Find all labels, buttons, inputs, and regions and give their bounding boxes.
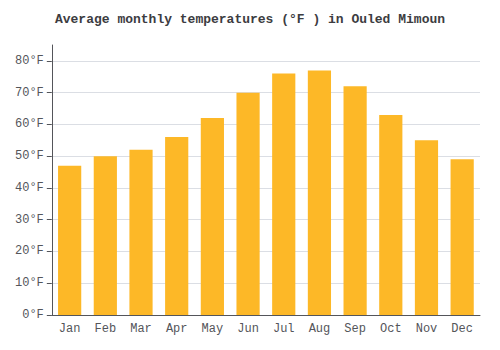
svg-text:80°F: 80°F xyxy=(15,54,44,68)
svg-text:Jun: Jun xyxy=(237,322,259,336)
svg-text:Nov: Nov xyxy=(416,322,438,336)
svg-text:Aug: Aug xyxy=(309,322,331,336)
svg-text:Mar: Mar xyxy=(130,322,152,336)
svg-text:70°F: 70°F xyxy=(15,86,44,100)
svg-text:Oct: Oct xyxy=(380,322,402,336)
svg-text:Feb: Feb xyxy=(95,322,117,336)
svg-text:Jan: Jan xyxy=(59,322,81,336)
svg-text:30°F: 30°F xyxy=(15,213,44,227)
svg-text:Apr: Apr xyxy=(166,322,188,336)
svg-text:10°F: 10°F xyxy=(15,276,44,290)
svg-text:40°F: 40°F xyxy=(15,181,44,195)
svg-text:20°F: 20°F xyxy=(15,244,44,258)
svg-text:Average monthly temperatures (: Average monthly temperatures (°F ) in Ou… xyxy=(55,12,445,27)
svg-text:Sep: Sep xyxy=(344,322,366,336)
svg-text:Jul: Jul xyxy=(273,322,295,336)
svg-text:50°F: 50°F xyxy=(15,149,44,163)
svg-text:60°F: 60°F xyxy=(15,117,44,131)
svg-text:0°F: 0°F xyxy=(22,308,44,322)
svg-text:May: May xyxy=(202,322,224,336)
svg-text:Dec: Dec xyxy=(451,322,473,336)
